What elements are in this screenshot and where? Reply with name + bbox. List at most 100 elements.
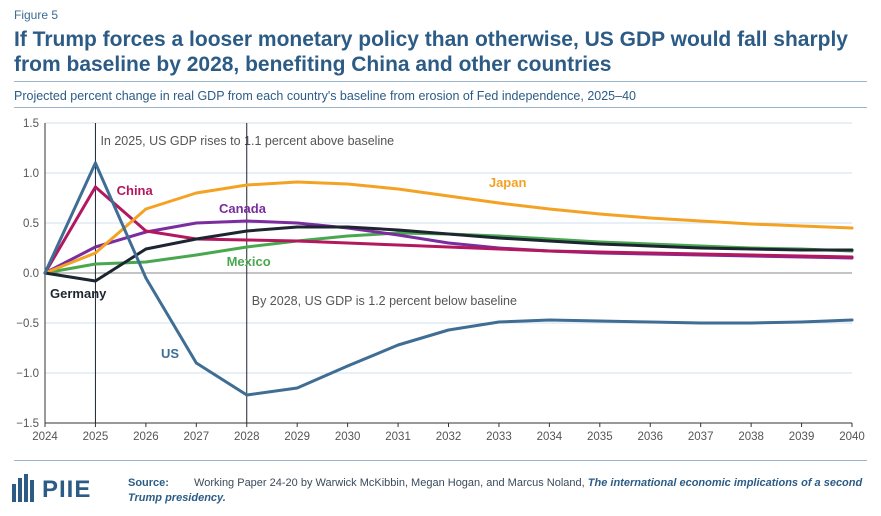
data-point-canada	[295, 221, 299, 225]
data-point-japan	[598, 212, 602, 216]
x-tick-label: 2029	[284, 431, 310, 443]
data-point-japan	[749, 222, 753, 226]
data-point-japan	[144, 207, 148, 211]
data-point-us	[699, 321, 703, 325]
data-point-germany	[547, 239, 551, 243]
data-point-us	[194, 361, 198, 365]
source-text: Working Paper 24-20 by Warwick McKibbin,…	[194, 477, 585, 489]
source-note: Source: Working Paper 24-20 by Warwick M…	[128, 476, 868, 506]
data-point-us	[497, 320, 501, 324]
data-point-china	[850, 255, 854, 259]
data-point-china	[245, 238, 249, 242]
data-point-japan	[396, 187, 400, 191]
data-point-japan	[547, 207, 551, 211]
data-point-japan	[295, 180, 299, 184]
data-point-mexico	[245, 245, 249, 249]
data-point-germany	[144, 247, 148, 251]
chart-subtitle: Projected percent change in real GDP fro…	[14, 89, 636, 103]
data-point-china	[598, 250, 602, 254]
y-tick-label: 1.0	[23, 168, 39, 180]
series-line-mexico	[43, 231, 854, 275]
data-point-germany	[295, 225, 299, 229]
data-point-china	[447, 245, 450, 249]
data-point-germany	[447, 232, 450, 236]
subtitle-divider	[14, 107, 867, 108]
data-point-germany	[194, 237, 198, 241]
data-point-us	[800, 320, 803, 324]
series-label-mexico: Mexico	[227, 254, 271, 269]
x-tick-label: 2024	[32, 431, 58, 443]
series-label-china: China	[117, 183, 154, 198]
chart-title: If Trump forces a looser monetary policy…	[14, 28, 848, 76]
data-point-germany	[850, 248, 854, 252]
data-point-canada	[194, 221, 198, 225]
data-point-canada	[447, 241, 450, 245]
data-point-mexico	[194, 253, 198, 257]
piie-logo: PIIE	[12, 472, 102, 508]
data-point-china	[346, 241, 350, 245]
series-label-germany: Germany	[50, 286, 107, 301]
data-point-china	[396, 243, 400, 247]
title-divider	[14, 81, 867, 82]
data-point-china	[699, 252, 703, 256]
annotation-text: In 2025, US GDP rises to 1.1 percent abo…	[100, 134, 394, 148]
data-point-china	[295, 239, 299, 243]
annotation-text: By 2028, US GDP is 1.2 percent below bas…	[252, 294, 517, 308]
data-point-mexico	[94, 262, 97, 266]
x-tick-label: 2037	[688, 431, 714, 443]
data-point-us	[144, 276, 148, 280]
data-point-japan	[699, 219, 703, 223]
x-tick-label: 2030	[335, 431, 361, 443]
x-tick-label: 2025	[83, 431, 109, 443]
x-tick-label: 2033	[486, 431, 512, 443]
source-label: Source:	[128, 477, 169, 489]
data-point-us	[850, 318, 854, 322]
data-point-germany	[749, 247, 753, 251]
data-point-us	[245, 393, 249, 397]
data-point-germany	[699, 246, 703, 250]
data-point-china	[94, 185, 97, 189]
data-point-japan	[245, 183, 249, 187]
piie-logo-text: PIIE	[42, 476, 92, 503]
data-point-japan	[94, 251, 97, 255]
data-point-japan	[194, 191, 198, 195]
y-tick-label: 0.0	[23, 268, 39, 280]
x-tick-label: 2026	[133, 431, 159, 443]
piie-logo-icon	[12, 474, 34, 502]
series-label-us: US	[161, 346, 179, 361]
data-point-germany	[497, 236, 501, 240]
data-point-us	[447, 328, 450, 332]
data-point-germany	[346, 225, 350, 229]
y-tick-label: 1.5	[23, 118, 39, 130]
data-point-germany	[598, 242, 602, 246]
data-point-germany	[94, 279, 97, 283]
data-point-china	[144, 229, 148, 233]
x-tick-label: 2032	[436, 431, 462, 443]
source-title: The international economic implications …	[128, 477, 863, 504]
x-tick-label: 2031	[385, 431, 411, 443]
data-point-japan	[648, 216, 652, 220]
x-tick-label: 2027	[184, 431, 210, 443]
y-tick-label: 0.5	[23, 218, 39, 230]
data-point-us	[598, 319, 602, 323]
data-point-us	[295, 386, 299, 390]
data-point-germany	[396, 228, 400, 232]
x-tick-label: 2036	[637, 431, 663, 443]
figure-label: Figure 5	[14, 8, 59, 22]
data-point-us	[547, 318, 551, 322]
data-point-china	[749, 253, 753, 257]
footer-divider	[14, 460, 867, 461]
data-point-us	[396, 343, 400, 347]
data-point-china	[800, 254, 803, 258]
y-tick-label: −1.5	[16, 418, 39, 430]
data-point-japan	[800, 224, 803, 228]
data-point-canada	[245, 219, 249, 223]
data-point-us	[346, 364, 350, 368]
data-point-us	[749, 321, 753, 325]
data-point-mexico	[144, 260, 148, 264]
data-point-japan	[447, 194, 450, 198]
y-tick-label: −0.5	[16, 318, 39, 330]
data-point-japan	[850, 226, 854, 230]
y-tick-label: −1.0	[16, 368, 39, 380]
